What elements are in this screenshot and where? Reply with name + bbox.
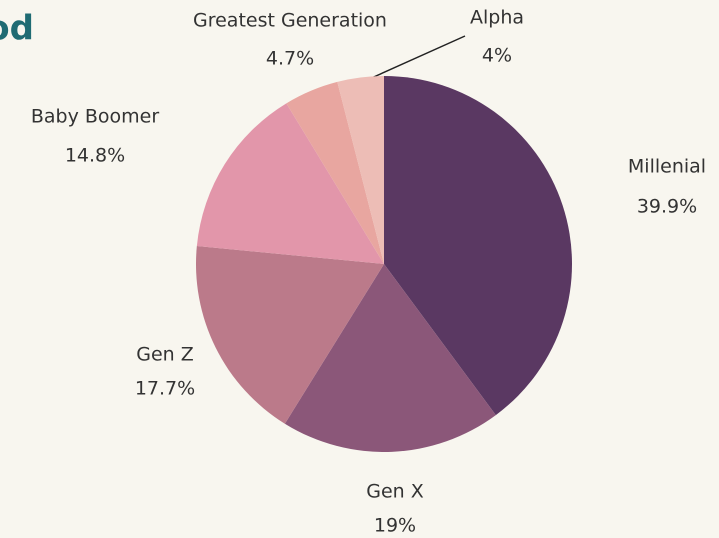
pie-slice	[284, 264, 496, 452]
value-label: 39.9%	[637, 196, 697, 218]
slice-label: Gen X	[366, 481, 424, 503]
pie-slice	[337, 76, 384, 264]
value-label: 4.7%	[266, 48, 314, 70]
leader-line	[366, 35, 466, 81]
pie-slice	[196, 103, 384, 264]
chart-title: od	[0, 9, 34, 49]
value-label: 14.8%	[65, 145, 125, 167]
value-label: 19%	[374, 515, 416, 537]
slice-label: Baby Boomer	[31, 106, 160, 128]
pie-slice	[384, 76, 572, 416]
pie-slice	[286, 81, 384, 265]
value-label: 17.7%	[135, 378, 195, 400]
slice-label: Greatest Generation	[193, 10, 387, 32]
slice-label: Millenial	[628, 156, 706, 178]
slice-label: Gen Z	[136, 344, 194, 366]
value-label: 4%	[482, 45, 512, 67]
slice-label: Alpha	[470, 7, 524, 29]
pie-slice	[196, 246, 384, 424]
